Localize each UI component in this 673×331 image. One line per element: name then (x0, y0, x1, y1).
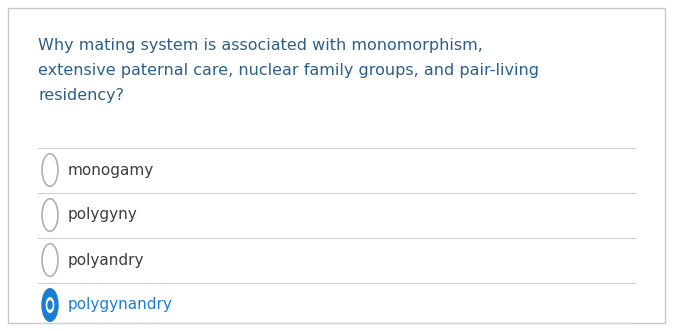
Text: polyandry: polyandry (68, 253, 145, 267)
Text: polygyny: polygyny (68, 208, 138, 222)
Ellipse shape (42, 289, 58, 321)
Text: Why mating system is associated with monomorphism,: Why mating system is associated with mon… (38, 38, 483, 53)
Ellipse shape (48, 301, 52, 309)
FancyBboxPatch shape (8, 8, 665, 323)
Text: monogamy: monogamy (68, 163, 154, 177)
Ellipse shape (46, 298, 54, 312)
Text: polygynandry: polygynandry (68, 298, 173, 312)
Text: residency?: residency? (38, 88, 124, 103)
Text: extensive paternal care, nuclear family groups, and pair-living: extensive paternal care, nuclear family … (38, 63, 539, 78)
